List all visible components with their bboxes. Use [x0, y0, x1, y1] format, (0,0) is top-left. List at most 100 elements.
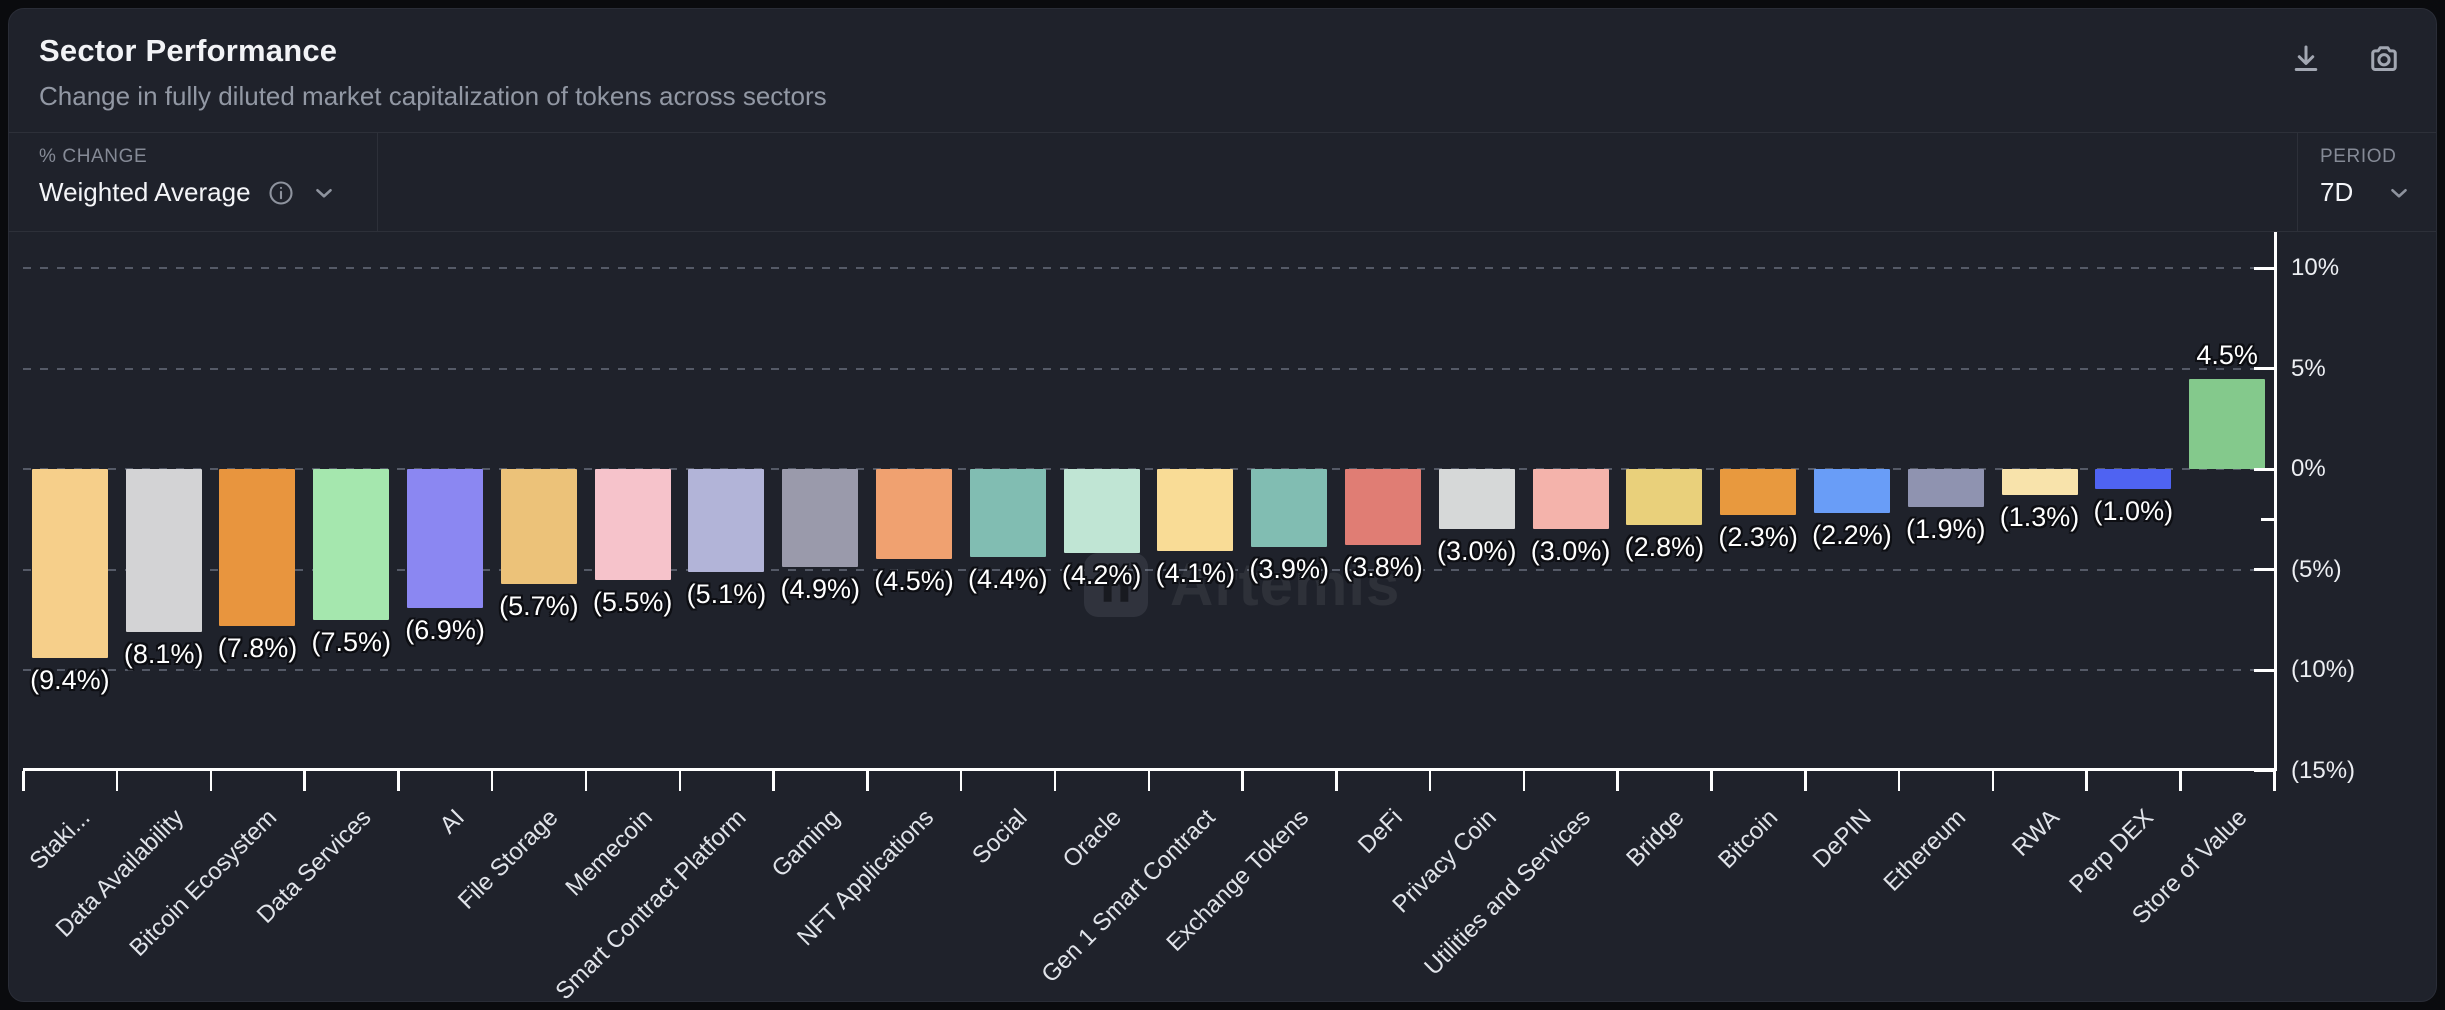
x-axis-tick [1991, 771, 1995, 791]
x-axis-label: Bitcoin [1713, 804, 1784, 875]
y-axis-line [2274, 232, 2277, 771]
x-axis-line [23, 768, 2277, 771]
x-axis-label: Bridge [1621, 804, 1690, 873]
y-axis-label: (5%) [2291, 555, 2342, 583]
page-title: Sector Performance [39, 33, 338, 68]
x-axis-label: Gen 1 Smart Contract [1036, 804, 1221, 989]
x-axis-label: File Storage [453, 804, 564, 915]
controls-spacer [378, 133, 2297, 231]
x-axis-label: Utilities and Services [1419, 804, 1596, 981]
bar-value-label: (9.4%) [30, 664, 110, 695]
bar-value-label: (5.7%) [499, 590, 579, 621]
period-selector[interactable]: PERIOD 7D [2297, 133, 2436, 231]
bar[interactable] [1532, 469, 1609, 530]
y-axis-tick [2254, 568, 2274, 571]
x-axis-label: Staki... [24, 804, 95, 875]
bar-value-label: (1.9%) [1905, 514, 1986, 545]
bar-value-label: (2.3%) [1718, 522, 1798, 553]
y-axis-tick [2254, 266, 2274, 270]
bar-value-label: (1.0%) [2093, 496, 2174, 527]
x-axis-tick [303, 771, 306, 791]
gridline [23, 267, 2274, 269]
bar[interactable] [876, 469, 953, 560]
metric-chevron-down-icon[interactable] [311, 180, 337, 206]
x-axis-label: DeFi [1353, 804, 1409, 859]
bar[interactable] [1157, 469, 1234, 552]
metric-selector-label: % CHANGE [39, 146, 148, 167]
bar[interactable] [1438, 469, 1515, 530]
bar[interactable] [219, 469, 296, 626]
header-actions [2288, 41, 2402, 77]
bar[interactable] [31, 469, 108, 658]
bar[interactable] [2095, 469, 2172, 490]
x-axis-tick [209, 771, 213, 791]
chart-controls-row: % CHANGE Weighted Average PERIOD 7D [9, 132, 2436, 232]
y-axis-tick [2254, 668, 2274, 672]
sector-performance-bar-chart: Artemis 10% 5% 0% (5%) (10%) (15%) (9.4%) Staki… [9, 232, 2436, 1002]
y-axis-tick [2254, 367, 2274, 370]
bar[interactable] [782, 469, 859, 568]
x-axis-label: Gaming [766, 804, 846, 883]
bar-value-label: (4.9%) [780, 574, 860, 605]
bar-value-label: (7.5%) [311, 626, 392, 657]
x-axis-tick [2179, 771, 2182, 791]
metric-selector-value: Weighted Average [39, 177, 251, 207]
x-axis-label: Smart Contract Platform [550, 804, 752, 1002]
bar-value-label: (5.5%) [592, 586, 673, 617]
bar[interactable] [1813, 469, 1890, 514]
x-axis-tick [1897, 771, 1901, 791]
bar[interactable] [688, 469, 765, 572]
bar[interactable] [407, 469, 484, 608]
bar[interactable] [500, 469, 577, 584]
period-selector-value: 7D [2320, 177, 2354, 207]
x-axis-tick [1147, 771, 1150, 791]
bar-value-label: (1.3%) [1999, 502, 2080, 533]
gridline [23, 468, 2274, 470]
gridline [23, 568, 2274, 571]
info-icon[interactable] [267, 179, 295, 207]
x-axis-label: Social [967, 804, 1033, 870]
x-axis-tick [2273, 771, 2276, 791]
y-axis-minor-tick [2261, 517, 2274, 521]
bar[interactable] [313, 469, 390, 620]
bar[interactable] [1063, 469, 1140, 554]
x-axis-label: RWA [2006, 804, 2065, 862]
bar[interactable] [969, 469, 1046, 558]
header-titles: Sector Performance Change in fully dilut… [39, 33, 827, 112]
x-axis-tick [1804, 771, 1807, 791]
bar[interactable] [1344, 469, 1421, 546]
bar-value-label: (2.2%) [1812, 520, 1892, 551]
bar[interactable] [1251, 469, 1328, 548]
x-axis-tick [584, 771, 588, 791]
y-axis-tick [2254, 467, 2274, 471]
x-axis-tick [490, 771, 494, 791]
bar[interactable] [1720, 469, 1797, 516]
download-icon[interactable] [2288, 41, 2324, 77]
x-axis-tick [1522, 771, 1526, 791]
bar-value-label: (3.0%) [1437, 536, 1517, 567]
bar[interactable] [2189, 378, 2266, 469]
bar[interactable] [594, 469, 671, 580]
bar-value-label: (7.8%) [217, 632, 298, 663]
x-axis-tick [1710, 771, 1713, 791]
bar-value-label: 4.5% [2196, 339, 2258, 370]
card-header: Sector Performance Change in fully dilut… [9, 9, 2436, 112]
period-chevron-down-icon[interactable] [2386, 180, 2412, 206]
x-axis-tick [772, 771, 775, 791]
y-axis-label: (15%) [2291, 756, 2356, 784]
bar-value-label: (6.9%) [405, 614, 485, 645]
camera-icon[interactable] [2366, 41, 2402, 77]
x-axis-tick [1241, 771, 1244, 791]
x-axis-tick [678, 771, 682, 791]
metric-selector[interactable]: % CHANGE Weighted Average [9, 133, 378, 231]
bar[interactable] [1626, 469, 1703, 526]
bar-value-label: (2.8%) [1624, 532, 1705, 563]
bar[interactable] [125, 469, 202, 632]
bar[interactable] [2001, 469, 2078, 496]
bar-value-label: (4.4%) [968, 564, 1048, 595]
x-axis-label: Oracle [1057, 804, 1127, 874]
sector-performance-card: Sector Performance Change in fully dilut… [8, 8, 2437, 1002]
x-axis-label: Memecoin [560, 804, 658, 902]
bar-value-label: (4.1%) [1155, 558, 1236, 589]
bar[interactable] [1907, 469, 1984, 508]
